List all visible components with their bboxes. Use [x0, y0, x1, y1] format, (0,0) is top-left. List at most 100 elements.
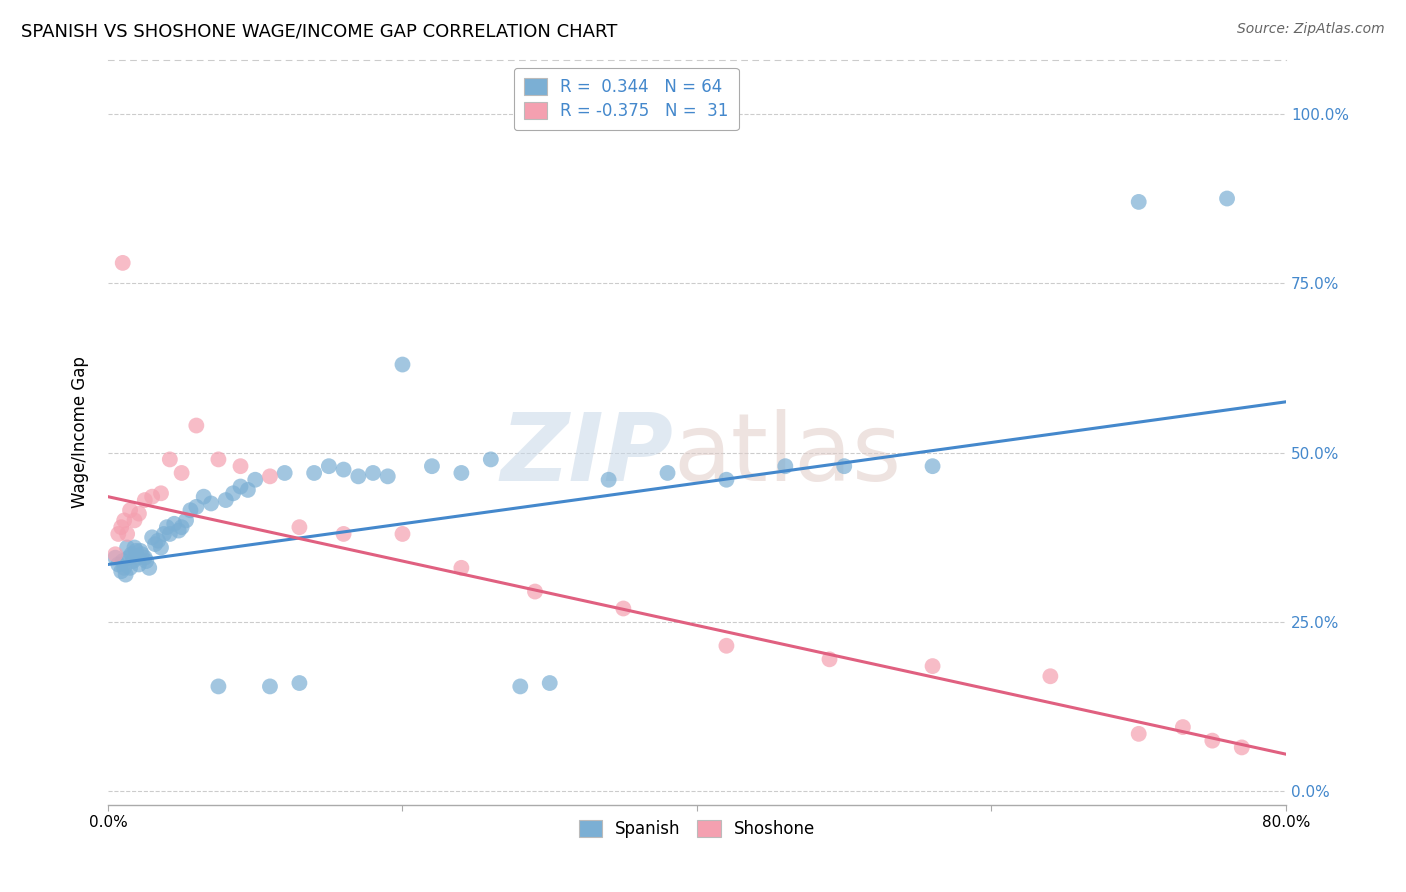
Point	[124, 541, 146, 555]
Point	[153, 527, 176, 541]
Point	[236, 483, 259, 497]
Text: atlas: atlas	[673, 409, 901, 500]
Point	[179, 503, 201, 517]
Point	[134, 493, 156, 508]
Point	[186, 500, 208, 514]
Point	[107, 558, 129, 572]
Point	[146, 533, 169, 548]
Point	[128, 558, 150, 572]
Point	[302, 466, 325, 480]
Point	[818, 652, 841, 666]
Point	[775, 459, 797, 474]
Point	[114, 567, 136, 582]
Point	[174, 513, 197, 527]
Point	[150, 486, 173, 500]
Point	[131, 547, 153, 561]
Point	[110, 520, 132, 534]
Point	[538, 676, 561, 690]
Point	[207, 680, 229, 694]
Point	[361, 466, 384, 480]
Point	[1128, 194, 1150, 209]
Point	[170, 466, 193, 480]
Point	[143, 537, 166, 551]
Point	[112, 561, 135, 575]
Point	[193, 490, 215, 504]
Text: SPANISH VS SHOSHONE WAGE/INCOME GAP CORRELATION CHART: SPANISH VS SHOSHONE WAGE/INCOME GAP CORR…	[21, 22, 617, 40]
Point	[245, 473, 267, 487]
Point	[509, 680, 531, 694]
Point	[125, 544, 148, 558]
Point	[347, 469, 370, 483]
Point	[215, 493, 238, 508]
Point	[120, 503, 142, 517]
Point	[134, 550, 156, 565]
Point	[229, 479, 252, 493]
Text: ZIP: ZIP	[501, 409, 673, 500]
Point	[159, 527, 181, 541]
Point	[207, 452, 229, 467]
Point	[200, 496, 222, 510]
Point	[135, 554, 157, 568]
Point	[420, 459, 443, 474]
Point	[921, 459, 943, 474]
Legend: Spanish, Shoshone: Spanish, Shoshone	[572, 814, 823, 845]
Y-axis label: Wage/Income Gap: Wage/Income Gap	[72, 357, 89, 508]
Point	[450, 466, 472, 480]
Point	[111, 256, 134, 270]
Point	[120, 561, 142, 575]
Point	[598, 473, 620, 487]
Point	[318, 459, 340, 474]
Point	[273, 466, 295, 480]
Point	[222, 486, 245, 500]
Point	[129, 544, 152, 558]
Point	[170, 520, 193, 534]
Point	[141, 530, 163, 544]
Point	[391, 527, 413, 541]
Point	[1171, 720, 1194, 734]
Point	[115, 541, 138, 555]
Point	[450, 561, 472, 575]
Point	[1039, 669, 1062, 683]
Point	[657, 466, 679, 480]
Point	[107, 527, 129, 541]
Point	[104, 547, 127, 561]
Point	[112, 513, 135, 527]
Point	[127, 550, 149, 565]
Point	[128, 507, 150, 521]
Point	[288, 520, 311, 534]
Point	[288, 676, 311, 690]
Point	[122, 554, 145, 568]
Point	[921, 659, 943, 673]
Point	[716, 639, 738, 653]
Point	[259, 469, 281, 483]
Point	[141, 490, 163, 504]
Point	[259, 680, 281, 694]
Point	[150, 541, 173, 555]
Point	[377, 469, 399, 483]
Point	[111, 554, 134, 568]
Point	[159, 452, 181, 467]
Point	[716, 473, 738, 487]
Point	[156, 520, 179, 534]
Point	[479, 452, 502, 467]
Point	[612, 601, 634, 615]
Point	[1201, 733, 1223, 747]
Point	[391, 358, 413, 372]
Point	[332, 462, 354, 476]
Point	[186, 418, 208, 433]
Point	[163, 516, 186, 531]
Point	[332, 527, 354, 541]
Point	[115, 527, 138, 541]
Point	[1216, 192, 1239, 206]
Point	[1230, 740, 1253, 755]
Point	[138, 561, 160, 575]
Point	[832, 459, 855, 474]
Point	[117, 550, 139, 565]
Point	[167, 524, 190, 538]
Point	[110, 564, 132, 578]
Point	[121, 547, 143, 561]
Point	[229, 459, 252, 474]
Point	[1128, 727, 1150, 741]
Text: Source: ZipAtlas.com: Source: ZipAtlas.com	[1237, 22, 1385, 37]
Point	[124, 513, 146, 527]
